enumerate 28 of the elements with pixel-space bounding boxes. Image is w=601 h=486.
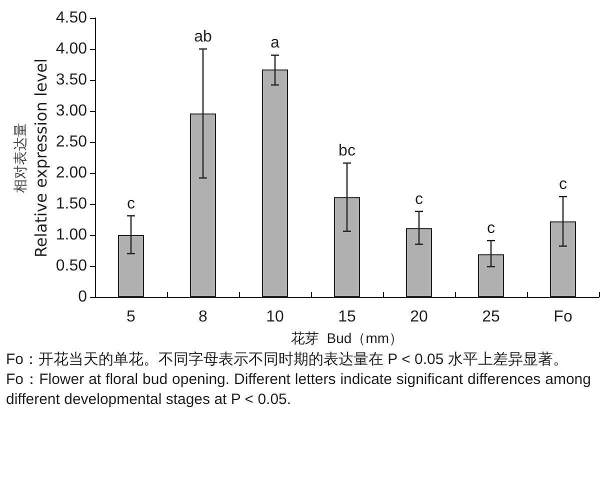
y-tick-label: 0.50	[56, 258, 88, 274]
annotation: ab	[194, 28, 212, 46]
annotation: c	[415, 190, 423, 208]
text: Fo：Flower at floral bud opening. Different letters indicate significant differences among different developmental stages at P < 0.05.	[6, 370, 591, 410]
y-tick-label: 4.50	[56, 10, 88, 26]
y-tick-label: 3.00	[56, 102, 88, 120]
x-tick-label: 25	[482, 308, 500, 326]
annotation: bc	[338, 142, 356, 160]
y-axis-title: 相对表达量 Relative expression level	[13, 58, 50, 258]
y-tick-label: 1.50	[56, 196, 88, 212]
y-tick-label: 0	[78, 288, 88, 306]
y-tick-label: 1.00	[56, 226, 88, 244]
annotation: c	[487, 220, 495, 238]
x-axis-title: 花芽 Bud（mm）	[290, 330, 404, 346]
annotation: c	[559, 176, 567, 194]
y-tick-label: 2.00	[56, 164, 88, 182]
x-tick-label: 20	[410, 308, 428, 326]
x-tick-label: Fo	[554, 308, 572, 326]
x-tick-label: 15	[338, 308, 356, 326]
annotation: c	[127, 195, 135, 212]
x-tick-label: 10	[266, 308, 284, 326]
x-tick-label: 5	[126, 308, 136, 326]
text: Fo：开花当天的单花。不同字母表示不同时期的表达量在 P < 0.05 水平上差异显著。	[6, 350, 569, 370]
y-tick-label: 4.00	[56, 40, 88, 58]
x-tick-label: 8	[198, 308, 208, 326]
y-tick-label: 3.50	[56, 72, 88, 88]
y-tick-label: 2.50	[56, 134, 88, 150]
annotation: a	[270, 34, 280, 52]
